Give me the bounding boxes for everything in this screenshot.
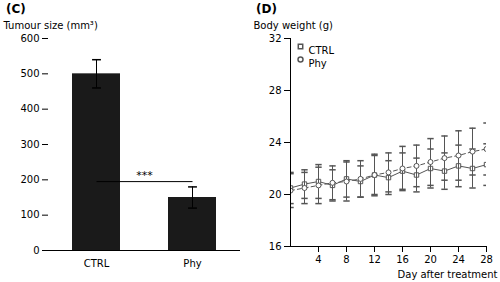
svg-text:***: ***	[136, 169, 153, 182]
svg-text:8: 8	[343, 254, 349, 265]
svg-text:12: 12	[368, 254, 381, 265]
svg-text:500: 500	[20, 68, 39, 79]
svg-text:24: 24	[452, 254, 465, 265]
svg-text:300: 300	[20, 139, 39, 150]
svg-text:4: 4	[315, 254, 321, 265]
svg-text:24: 24	[269, 137, 282, 148]
svg-text:Day after treatment: Day after treatment	[398, 269, 498, 280]
svg-text:600: 600	[20, 33, 39, 44]
svg-text:Phy: Phy	[183, 258, 201, 269]
svg-text:200: 200	[20, 174, 39, 185]
svg-text:400: 400	[20, 103, 39, 114]
svg-text:Tumour size (mm³): Tumour size (mm³)	[3, 20, 98, 31]
svg-text:16: 16	[269, 241, 282, 252]
svg-text:20: 20	[269, 189, 282, 200]
svg-text:20: 20	[424, 254, 437, 265]
svg-text:16: 16	[396, 254, 409, 265]
svg-text:Body weight (g): Body weight (g)	[254, 20, 334, 31]
html-text:(C): (C)	[6, 2, 26, 16]
svg-text:Phy: Phy	[309, 58, 327, 69]
svg-text:CTRL: CTRL	[84, 258, 110, 269]
svg-text:28: 28	[269, 85, 282, 96]
svg-text:28: 28	[480, 254, 493, 265]
svg-text:100: 100	[20, 209, 39, 220]
svg-text:CTRL: CTRL	[309, 45, 335, 56]
svg-text:32: 32	[269, 33, 282, 44]
html-text:(D): (D)	[256, 2, 277, 16]
svg-text:0: 0	[33, 245, 39, 256]
